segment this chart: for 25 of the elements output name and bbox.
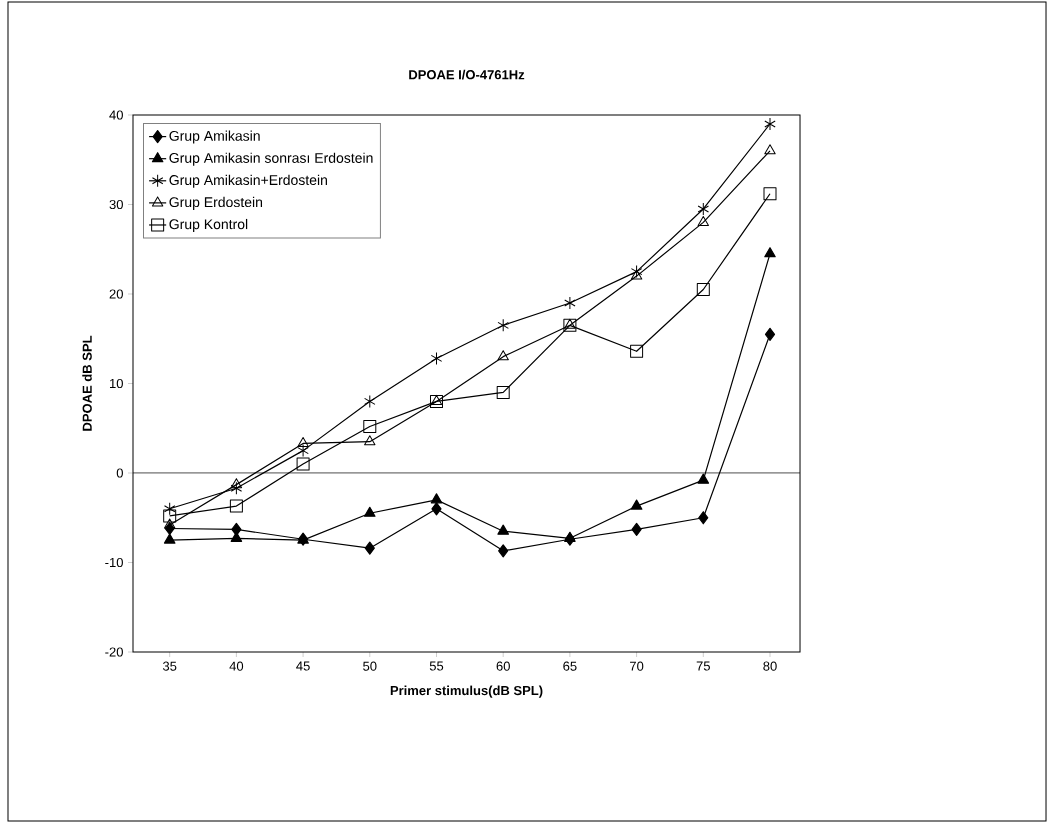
x-axis-title: Primer stimulus(dB SPL) [390, 685, 543, 698]
x-tick-label: 50 [363, 661, 377, 671]
legend-label: Grup Amikasin+Erdostein [169, 174, 327, 188]
y-axis-title: DPOAE dB SPL [82, 335, 92, 431]
legend-label: Grup Kontrol [169, 218, 248, 232]
x-tick-label: 55 [429, 661, 444, 671]
y-tick-label: 10 [110, 378, 123, 389]
y-tick-label: -10 [105, 557, 123, 568]
x-tick-label: 45 [296, 661, 310, 671]
y-tick-label: 40 [109, 110, 123, 120]
x-tick-label: 80 [763, 661, 777, 671]
chart-title: DPOAE I/O-4761Hz [409, 69, 525, 80]
legend-label: Grup Erdostein [169, 196, 263, 210]
y-tick-label: -20 [105, 647, 123, 657]
legend-label: Grup Amikasin sonrası Erdostein [169, 152, 373, 166]
y-tick-label: 30 [109, 199, 123, 210]
x-tick-label: 40 [229, 661, 244, 671]
x-tick-label: 70 [630, 661, 644, 671]
x-tick-label: 60 [496, 661, 510, 671]
y-tick-label: 0 [116, 468, 123, 478]
x-tick-label: 65 [563, 661, 577, 671]
x-tick-label: 75 [696, 661, 710, 671]
y-tick-label: 20 [109, 289, 123, 299]
legend-label: Grup Amikasin [169, 130, 260, 144]
x-tick-label: 35 [162, 661, 177, 671]
